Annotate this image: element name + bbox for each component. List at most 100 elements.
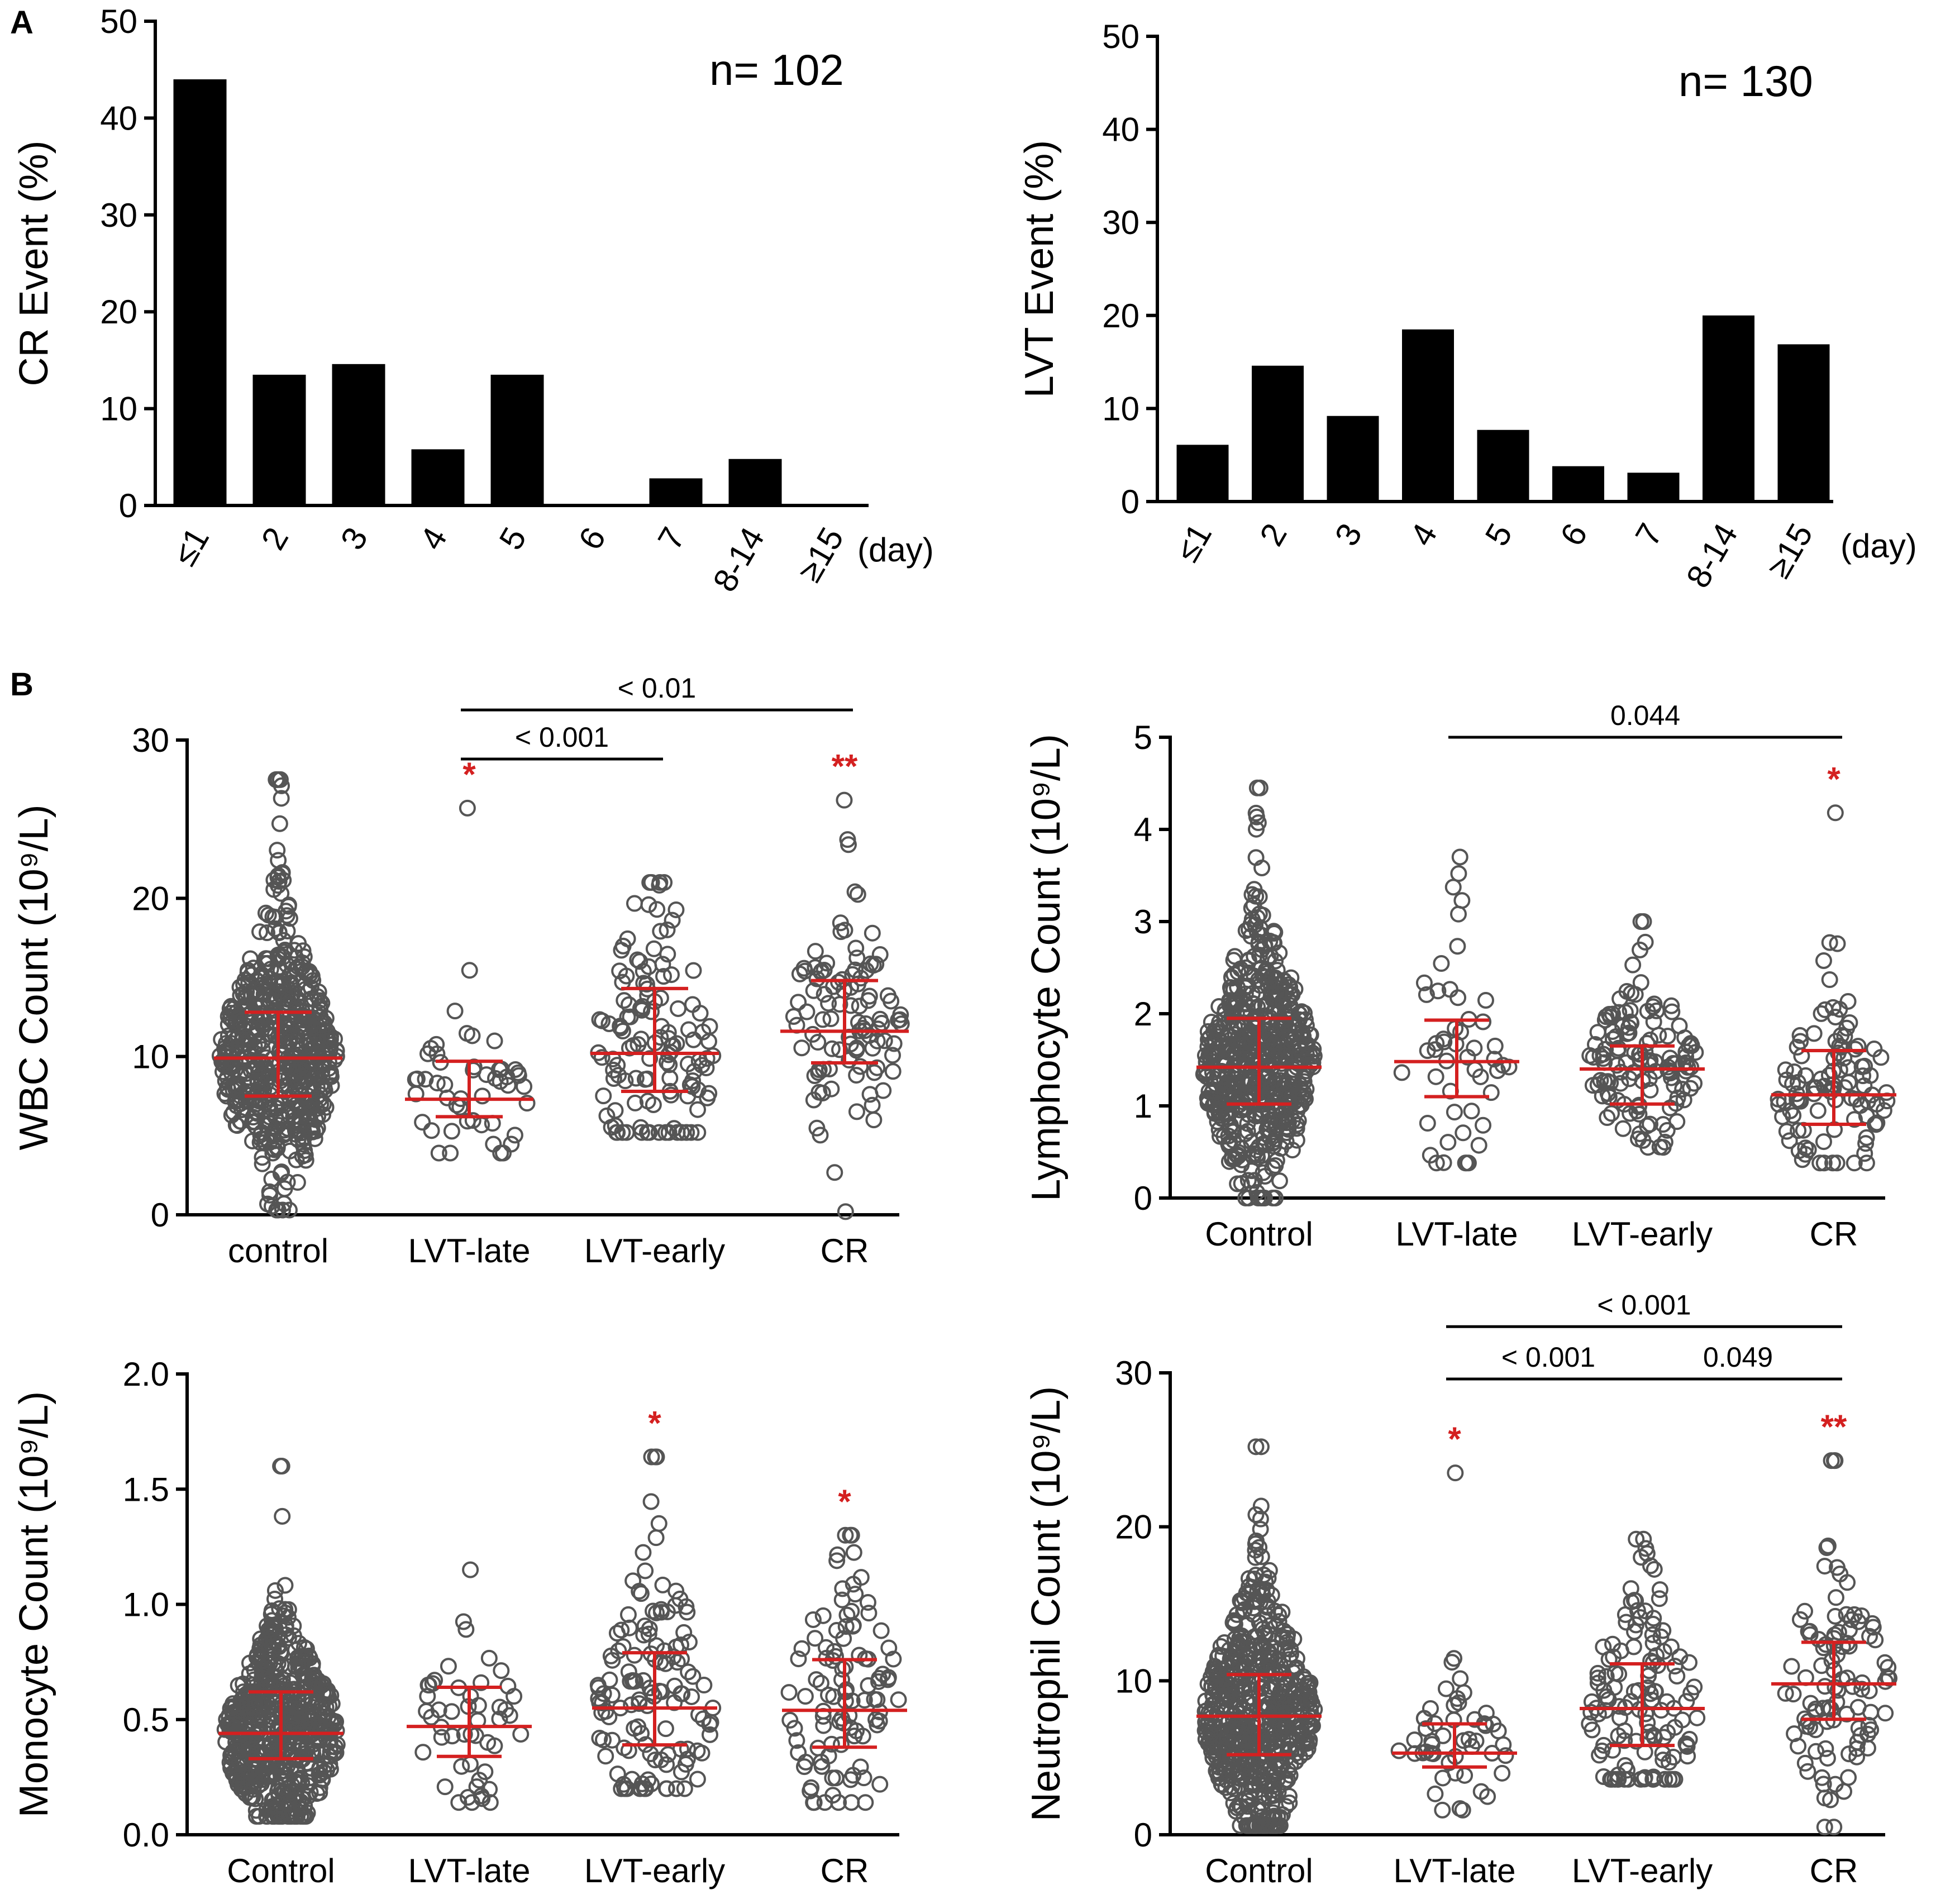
data-point xyxy=(658,1756,675,1773)
y-tick-label: 2.0 xyxy=(123,1356,169,1393)
data-point xyxy=(1443,1654,1461,1671)
data-point xyxy=(1265,1035,1282,1052)
data-point xyxy=(642,1745,659,1763)
data-point xyxy=(1257,1626,1274,1644)
data-point xyxy=(453,1758,470,1775)
data-point xyxy=(279,1076,296,1094)
data-point xyxy=(242,1740,259,1757)
data-point xyxy=(1472,1783,1490,1800)
data-point xyxy=(518,1095,536,1112)
data-point xyxy=(476,1763,494,1781)
data-point xyxy=(255,1669,272,1687)
data-point xyxy=(1202,1726,1219,1744)
data-point xyxy=(652,1604,670,1621)
data-point xyxy=(1226,1616,1243,1633)
data-point xyxy=(1823,1452,1840,1469)
data-point xyxy=(1623,1014,1640,1032)
data-point xyxy=(860,992,877,1009)
p-value-label: < 0.001 xyxy=(1501,1342,1595,1373)
data-point xyxy=(1274,1604,1291,1621)
data-point xyxy=(650,1515,667,1532)
data-point xyxy=(1608,1028,1625,1045)
data-point xyxy=(1827,1589,1844,1606)
data-point xyxy=(1821,934,1838,951)
data-point xyxy=(1671,1648,1689,1666)
data-point xyxy=(1221,1085,1238,1102)
data-point xyxy=(1844,1678,1861,1695)
data-point xyxy=(1663,997,1680,1014)
data-point xyxy=(436,1778,454,1796)
data-point xyxy=(1222,1650,1239,1668)
data-point xyxy=(1589,1664,1606,1682)
x-tick-label: ≥15 xyxy=(790,521,851,588)
data-point xyxy=(1489,1062,1506,1079)
data-point xyxy=(251,1091,269,1109)
data-point xyxy=(1419,1115,1436,1132)
data-point xyxy=(781,1711,799,1729)
data-point xyxy=(1827,1776,1844,1793)
data-point xyxy=(1252,1680,1270,1697)
data-point xyxy=(512,1725,530,1743)
data-point xyxy=(457,1621,475,1638)
data-point xyxy=(1251,905,1268,923)
data-point xyxy=(1843,1090,1860,1107)
data-point xyxy=(1449,989,1467,1006)
x-tick-label: 3 xyxy=(1328,517,1370,552)
sample-size-label: n= 130 xyxy=(1679,56,1813,106)
significance-marker: * xyxy=(648,1405,661,1442)
data-point xyxy=(1825,1819,1843,1836)
data-point xyxy=(258,1130,275,1147)
data-point xyxy=(1638,1117,1656,1134)
data-point xyxy=(657,1720,674,1738)
data-point xyxy=(1415,1710,1433,1727)
data-point xyxy=(1266,1047,1284,1065)
data-point xyxy=(297,1152,314,1169)
data-point xyxy=(1225,1008,1242,1025)
data-point xyxy=(1854,1067,1872,1085)
data-point xyxy=(1680,1037,1697,1054)
data-point xyxy=(493,1662,510,1679)
bar xyxy=(649,478,703,505)
data-point xyxy=(1858,1129,1875,1146)
data-point xyxy=(857,962,875,979)
data-point xyxy=(1595,1768,1612,1786)
data-point xyxy=(641,1050,659,1067)
data-point xyxy=(222,998,240,1015)
data-point xyxy=(1252,1497,1270,1515)
data-point xyxy=(1664,1771,1681,1788)
data-point xyxy=(833,1591,851,1609)
significance-marker: ** xyxy=(832,748,858,785)
data-point xyxy=(657,1780,675,1797)
data-point xyxy=(1604,1005,1622,1023)
data-point xyxy=(1602,1074,1619,1091)
data-point xyxy=(1301,1047,1319,1064)
data-point xyxy=(1260,1569,1277,1587)
data-point xyxy=(618,1780,636,1797)
data-point xyxy=(885,1650,902,1668)
data-point xyxy=(485,1135,502,1153)
data-point xyxy=(1785,1686,1802,1703)
lvt-event-histogram: 0 10 20 30 40 50 ≤1 2 3 4 5 6 7 8-14 ≥15 (day) LVT Event… xyxy=(1017,18,1917,594)
data-point xyxy=(680,1634,698,1651)
data-point xyxy=(1277,1798,1295,1815)
data-point xyxy=(1270,1613,1288,1630)
data-point xyxy=(1777,1685,1794,1702)
y-tick-label: 20 xyxy=(1115,1509,1152,1546)
data-point xyxy=(1456,1767,1474,1784)
data-point xyxy=(612,1019,630,1037)
data-point xyxy=(593,1049,611,1066)
bar xyxy=(1703,315,1754,502)
data-point xyxy=(1252,1510,1269,1528)
data-point xyxy=(846,883,864,900)
data-point xyxy=(1500,1058,1518,1076)
data-point xyxy=(1656,1133,1673,1151)
data-point xyxy=(1833,1027,1850,1044)
data-point xyxy=(1458,1154,1475,1172)
data-point xyxy=(642,1493,660,1510)
x-tick-label: LVT-late xyxy=(408,1232,531,1270)
data-point xyxy=(1497,1747,1514,1764)
data-point xyxy=(250,1767,267,1784)
data-point xyxy=(228,1044,246,1061)
data-point xyxy=(304,1079,322,1096)
data-point xyxy=(1676,1029,1694,1047)
